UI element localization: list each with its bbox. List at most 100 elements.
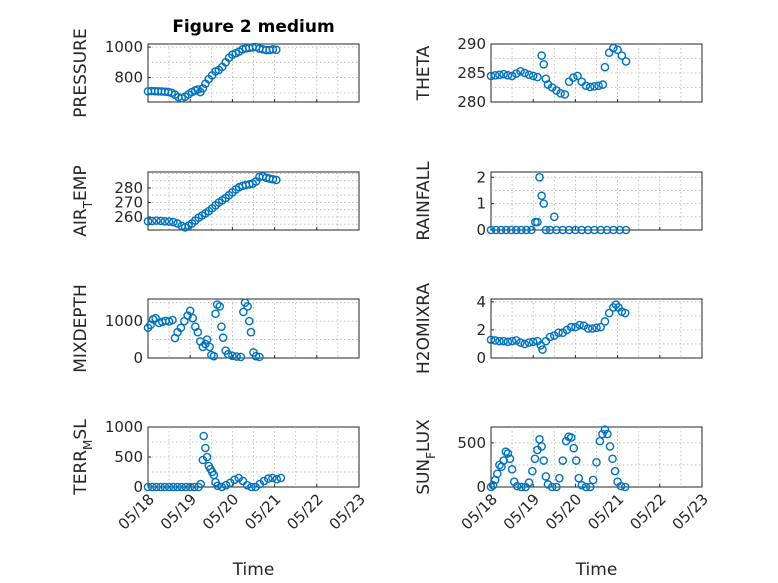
data-point	[536, 341, 546, 350]
panel-pressure: 800 1000 PRESSURE Figure 2 medium	[71, 17, 360, 118]
data-point	[533, 217, 542, 227]
data-point	[537, 51, 546, 60]
data-point	[268, 473, 277, 483]
plot-area	[490, 426, 703, 488]
y-tick-label: 500	[114, 448, 143, 466]
y-tick-label: 0	[133, 349, 143, 367]
y-tick-label: 260	[114, 208, 143, 226]
data-point	[185, 482, 195, 492]
data-point	[490, 336, 500, 345]
data-point	[566, 322, 576, 332]
data-point	[156, 482, 165, 492]
data-point	[271, 175, 281, 185]
data-point	[571, 456, 581, 465]
panel-terr_msl: 0 500 1000 TERRMSL 05/1805/1905/2005/2105/22…	[71, 418, 369, 580]
data-point	[230, 475, 239, 485]
data-point	[609, 43, 618, 53]
data-point	[524, 70, 534, 80]
data-point	[569, 443, 579, 453]
data-point	[520, 339, 530, 349]
x-axis-label: Time	[232, 560, 275, 580]
chart-title: Figure 2 medium	[172, 17, 334, 37]
data-point	[604, 48, 614, 58]
data-point	[560, 90, 570, 99]
data-point	[575, 320, 584, 330]
y-axis-label: AIRTEMP	[71, 165, 95, 236]
data-point	[211, 309, 220, 319]
data-point	[143, 482, 153, 492]
data-point	[215, 302, 225, 311]
y-axis-label: RAINFALL	[414, 161, 434, 241]
x-tick-label: 05/18	[458, 490, 501, 533]
data-point	[592, 457, 601, 467]
data-point	[156, 216, 165, 226]
data-point	[199, 431, 209, 441]
data-point	[617, 51, 627, 60]
data-point	[571, 225, 580, 235]
data-point	[610, 466, 620, 476]
panel-sun_flux: 0 500 SUNFLUX 05/1805/1905/2005/2105/2205/2…	[414, 419, 712, 580]
data-point	[209, 351, 219, 361]
y-tick-label: 0	[476, 478, 486, 496]
data-point	[541, 472, 551, 481]
data-point	[545, 332, 555, 342]
data-point	[528, 466, 537, 476]
data-point	[272, 474, 282, 484]
data-point	[232, 352, 241, 361]
y-tick-label: 0	[133, 478, 143, 496]
data-point	[577, 480, 587, 490]
data-point	[585, 482, 595, 492]
data-point	[552, 482, 561, 492]
data-point	[621, 225, 631, 235]
data-point	[160, 482, 170, 492]
data-point	[516, 66, 525, 76]
y-tick-label: 0	[476, 221, 486, 239]
data-point	[585, 82, 595, 92]
data-point	[554, 328, 563, 338]
data-point	[581, 482, 591, 492]
y-label-subscript: F	[424, 452, 438, 459]
y-tick-label: 0	[476, 349, 486, 367]
data-point	[495, 70, 504, 80]
data-point	[188, 313, 198, 323]
y-tick-label: 1	[476, 195, 486, 213]
data-point	[217, 482, 227, 492]
data-point	[528, 337, 538, 347]
data-point	[583, 225, 593, 235]
data-point	[243, 302, 252, 311]
data-point	[505, 454, 515, 464]
data-point	[217, 322, 226, 331]
data-point	[499, 336, 508, 346]
data-point	[173, 482, 182, 492]
data-point	[160, 216, 170, 226]
data-point	[169, 482, 178, 492]
y-label-subscript: T	[81, 200, 95, 209]
y-axis-label: MIXDEPTH	[71, 284, 91, 373]
data-point	[609, 225, 618, 235]
panel-h2omixra: 0 2 4 H2OMIXRA	[414, 283, 703, 374]
data-point	[520, 68, 530, 78]
data-point	[496, 225, 506, 235]
data-point	[268, 45, 278, 54]
data-point	[539, 60, 549, 69]
data-point	[213, 481, 222, 491]
y-tick-label: 1000	[105, 38, 143, 56]
data-point	[147, 216, 157, 226]
data-point	[499, 69, 508, 79]
data-point	[143, 216, 153, 226]
data-point	[564, 225, 574, 235]
data-point	[242, 480, 252, 490]
data-point	[535, 172, 544, 182]
data-point	[571, 322, 580, 332]
x-tick-label: 05/20	[542, 490, 585, 533]
data-point	[259, 476, 269, 486]
y-tick-label: 4	[476, 293, 486, 311]
y-label-subscript: M	[81, 440, 95, 450]
data-point	[581, 81, 591, 91]
data-point	[507, 336, 517, 346]
data-point	[486, 335, 496, 345]
data-point	[268, 174, 278, 184]
data-point	[263, 474, 273, 483]
